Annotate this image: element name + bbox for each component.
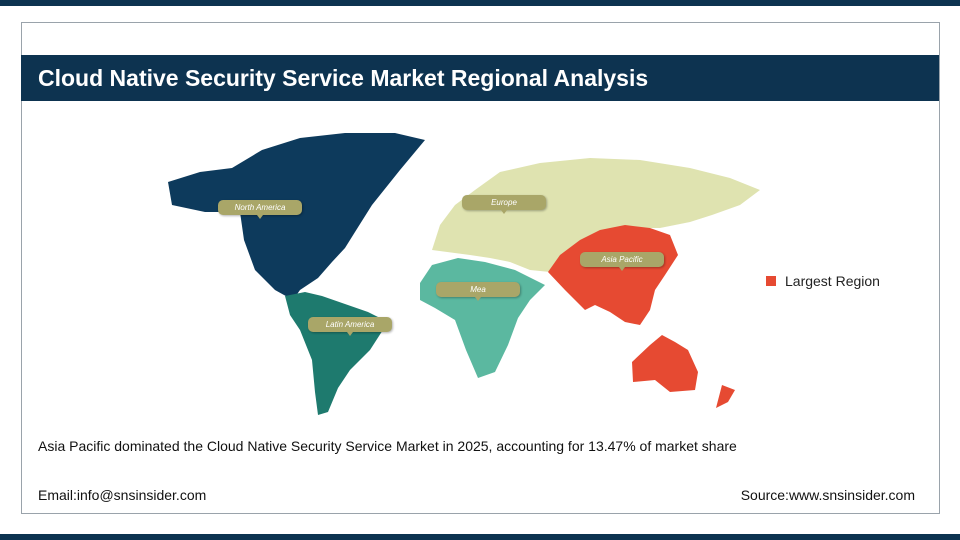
region-north-america	[168, 133, 425, 300]
legend: Largest Region	[766, 273, 880, 289]
region-australia	[632, 335, 698, 392]
region-new-zealand	[716, 385, 735, 408]
label-north-america: North America	[218, 200, 302, 219]
email-text: Email:info@snsinsider.com	[38, 487, 207, 503]
bottom-bar	[0, 534, 960, 540]
region-latin-america	[285, 292, 388, 415]
label-asia-pacific: Asia Pacific	[580, 252, 664, 271]
legend-label: Largest Region	[785, 273, 880, 289]
label-latin-america: Latin America	[308, 317, 392, 336]
label-mea: Mea	[436, 282, 520, 301]
legend-swatch	[766, 276, 776, 286]
region-asia-pacific	[548, 225, 678, 325]
card-frame	[21, 22, 940, 514]
page-title: Cloud Native Security Service Market Reg…	[21, 55, 939, 101]
source-text: Source:www.snsinsider.com	[740, 487, 915, 503]
label-europe: Europe	[462, 195, 546, 214]
top-bar	[0, 0, 960, 6]
summary-text: Asia Pacific dominated the Cloud Native …	[38, 438, 737, 454]
region-mea	[420, 258, 545, 378]
region-europe	[432, 158, 760, 272]
